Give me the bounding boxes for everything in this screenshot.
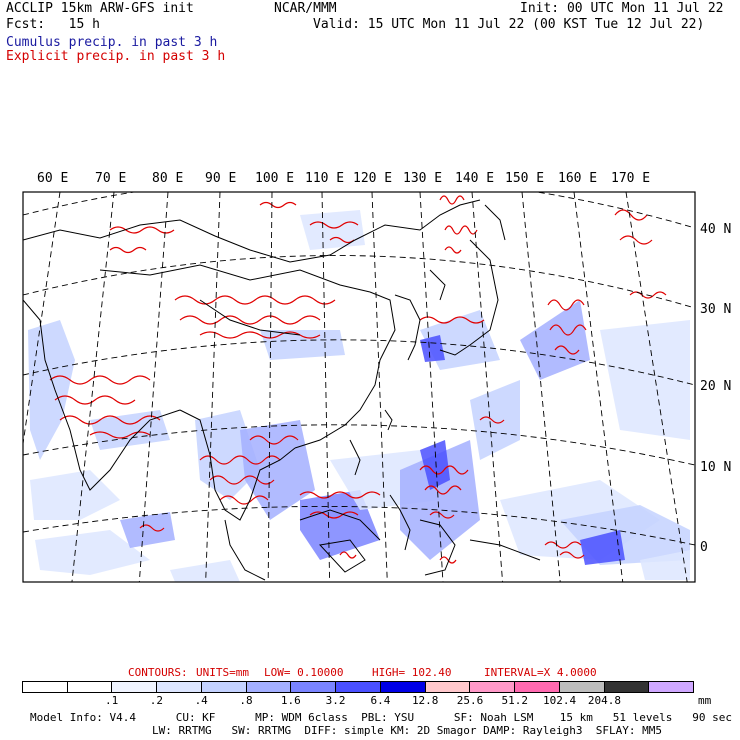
- explicit-precip-contours: [49, 195, 667, 564]
- footer-physics-info: LW: RRTMG SW: RRTMG DIFF: simple KM: 2D …: [152, 724, 662, 737]
- lon-label-60e: 60 E: [37, 171, 69, 186]
- init-time: Init: 00 UTC Mon 11 Jul 22: [520, 1, 724, 16]
- colorbar-cell: [246, 682, 292, 692]
- contour-interval: INTERVAL=X 4.0000: [484, 666, 597, 679]
- colorbar-cell: [559, 682, 605, 692]
- colorbar-cell: [201, 682, 247, 692]
- lon-label-130e: 130 E: [403, 171, 443, 186]
- colorbar-tick-label: .1: [104, 694, 119, 707]
- colorbar-cell: [112, 682, 158, 692]
- legend-cumulus: Cumulus precip. in past 3 h: [6, 35, 218, 50]
- lon-label-110e: 110 E: [305, 171, 345, 186]
- colorbar-cell: [380, 682, 426, 692]
- lon-label-150e: 150 E: [505, 171, 545, 186]
- coastlines: [23, 199, 541, 581]
- lon-label-160e: 160 E: [558, 171, 598, 186]
- valid-time: Valid: 15 UTC Mon 11 Jul 22 (00 KST Tue …: [313, 17, 705, 32]
- lat-label-10n: 10 N: [700, 460, 732, 475]
- colorbar-tick-label: 25.6: [456, 694, 484, 707]
- contour-low: LOW= 0.10000: [264, 666, 344, 679]
- colorbar-cell: [515, 682, 560, 692]
- longitude-lines: [23, 192, 688, 582]
- colorbar-cell: [23, 682, 68, 692]
- lon-label-120e: 120 E: [353, 171, 393, 186]
- precip-colorbar: [22, 681, 694, 693]
- lat-label-30n: 30 N: [700, 302, 732, 317]
- colorbar-cell: [425, 682, 471, 692]
- colorbar-cell: [157, 682, 202, 692]
- lon-label-70e: 70 E: [95, 171, 127, 186]
- latitude-lines: [23, 192, 695, 546]
- lon-label-170e: 170 E: [611, 171, 651, 186]
- lat-label-40n: 40 N: [700, 222, 732, 237]
- lon-label-100e: 100 E: [255, 171, 295, 186]
- colorbar-tick-label: 204.8: [587, 694, 621, 707]
- lat-label-0: 0: [700, 540, 708, 555]
- lon-label-90e: 90 E: [205, 171, 237, 186]
- colorbar-tick-label: 12.8: [411, 694, 439, 707]
- contour-units: UNITS=mm: [196, 666, 249, 679]
- forecast-hour: Fcst: 15 h: [6, 17, 100, 32]
- colorbar-cell: [67, 682, 113, 692]
- colorbar-tick-label: 102.4: [543, 694, 577, 707]
- lat-label-20n: 20 N: [700, 379, 732, 394]
- colorbar-tick-label: 1.6: [280, 694, 301, 707]
- colorbar-cell: [291, 682, 337, 692]
- lon-label-80e: 80 E: [152, 171, 184, 186]
- colorbar-cell: [470, 682, 516, 692]
- colorbar-tick-label: 6.4: [370, 694, 391, 707]
- footer-model-info: Model Info: V4.4 CU: KF MP: WDM 6class P…: [30, 711, 732, 724]
- map-frame: [22, 191, 696, 583]
- colorbar-cell: [649, 682, 694, 692]
- lon-label-140e: 140 E: [455, 171, 495, 186]
- legend-explicit: Explicit precip. in past 3 h: [6, 49, 226, 64]
- colorbar-tick-label: 3.2: [325, 694, 346, 707]
- colorbar-tick-label: 51.2: [501, 694, 529, 707]
- colorbar-cell: [336, 682, 381, 692]
- colorbar-unit: mm: [698, 694, 712, 707]
- run-title: ACCLIP 15km ARW-GFS init: [6, 1, 194, 16]
- colorbar-tick-label: .8: [239, 694, 253, 707]
- colorbar-tick-label: .2: [149, 694, 164, 707]
- institution-label: NCAR/MMM: [274, 1, 337, 16]
- colorbar-tick-label: .4: [194, 694, 208, 707]
- contour-high: HIGH= 102.40: [372, 666, 452, 679]
- colorbar-cell: [604, 682, 650, 692]
- contour-label: CONTOURS:: [128, 666, 188, 679]
- cumulus-precip-shading: [28, 210, 690, 582]
